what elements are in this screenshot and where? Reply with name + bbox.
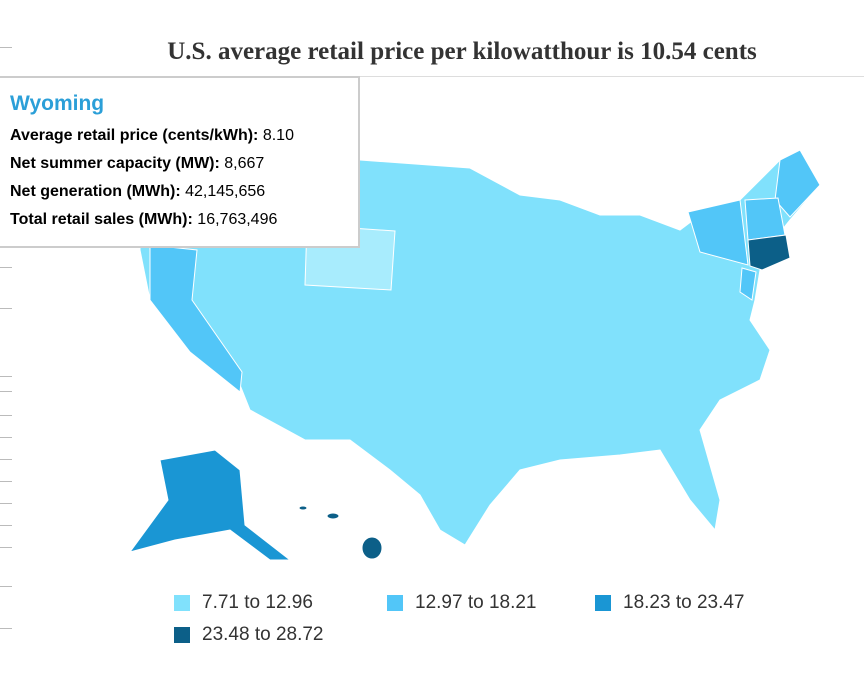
row-value: 42,145,656 [185, 183, 266, 200]
axis-tick [0, 525, 12, 526]
legend-swatch [387, 595, 403, 611]
axis-tick [0, 415, 12, 416]
axis-tick [0, 437, 12, 438]
axis-tick [0, 503, 12, 504]
axis-tick [0, 47, 12, 48]
axis-tick [0, 586, 12, 587]
legend-swatch [174, 595, 190, 611]
legend-label: 23.48 to 28.72 [202, 624, 324, 645]
map-title: U.S. average retail price per kilowattho… [167, 38, 757, 65]
state-maine[interactable] [774, 149, 821, 218]
row-label: Average retail price (cents/kWh): [10, 127, 259, 144]
legend-label: 7.71 to 12.96 [202, 592, 313, 613]
state-tooltip: Wyoming Average retail price (cents/kWh)… [0, 76, 360, 248]
axis-tick [0, 481, 12, 482]
state-new-york[interactable] [687, 199, 749, 266]
tooltip-row-price: Average retail price (cents/kWh): 8.10 [10, 122, 348, 150]
state-hawaii-islands[interactable] [298, 505, 308, 511]
legend-item-3[interactable]: 18.23 to 23.47 [595, 592, 745, 614]
axis-tick [0, 628, 12, 629]
tooltip-row-generation: Net generation (MWh): 42,145,656 [10, 178, 348, 206]
state-hawaii-islands[interactable] [326, 512, 340, 520]
row-label: Net generation (MWh): [10, 183, 181, 200]
row-label: Net summer capacity (MW): [10, 155, 220, 172]
axis-tick [0, 267, 12, 268]
axis-tick [0, 376, 12, 377]
legend-label: 18.23 to 23.47 [623, 592, 745, 613]
row-value: 16,763,496 [197, 211, 278, 228]
state-new-jersey[interactable] [739, 267, 757, 301]
axis-tick [0, 308, 12, 309]
axis-tick [0, 391, 12, 392]
axis-tick [0, 459, 12, 460]
legend-item-1[interactable]: 7.71 to 12.96 [174, 592, 313, 614]
tooltip-row-capacity: Net summer capacity (MW): 8,667 [10, 150, 348, 178]
title-divider [0, 76, 864, 77]
tooltip-row-sales: Total retail sales (MWh): 16,763,496 [10, 206, 348, 234]
state-alaska[interactable] [128, 449, 292, 561]
tooltip-state-name: Wyoming [10, 92, 105, 115]
state-california[interactable] [149, 244, 243, 393]
row-value: 8.10 [262, 127, 294, 144]
state-hawaii-big-island[interactable] [361, 536, 383, 560]
legend-item-4[interactable]: 23.48 to 28.72 [174, 624, 324, 646]
row-label: Total retail sales (MWh): [10, 211, 193, 228]
row-value: 8,667 [224, 155, 265, 172]
legend-swatch [174, 627, 190, 643]
axis-tick [0, 547, 12, 548]
legend-label: 12.97 to 18.21 [415, 592, 537, 613]
legend-swatch [595, 595, 611, 611]
legend-item-2[interactable]: 12.97 to 18.21 [387, 592, 537, 614]
state-southern-new-england[interactable] [747, 234, 791, 271]
state-vermont-nh[interactable] [744, 197, 786, 241]
